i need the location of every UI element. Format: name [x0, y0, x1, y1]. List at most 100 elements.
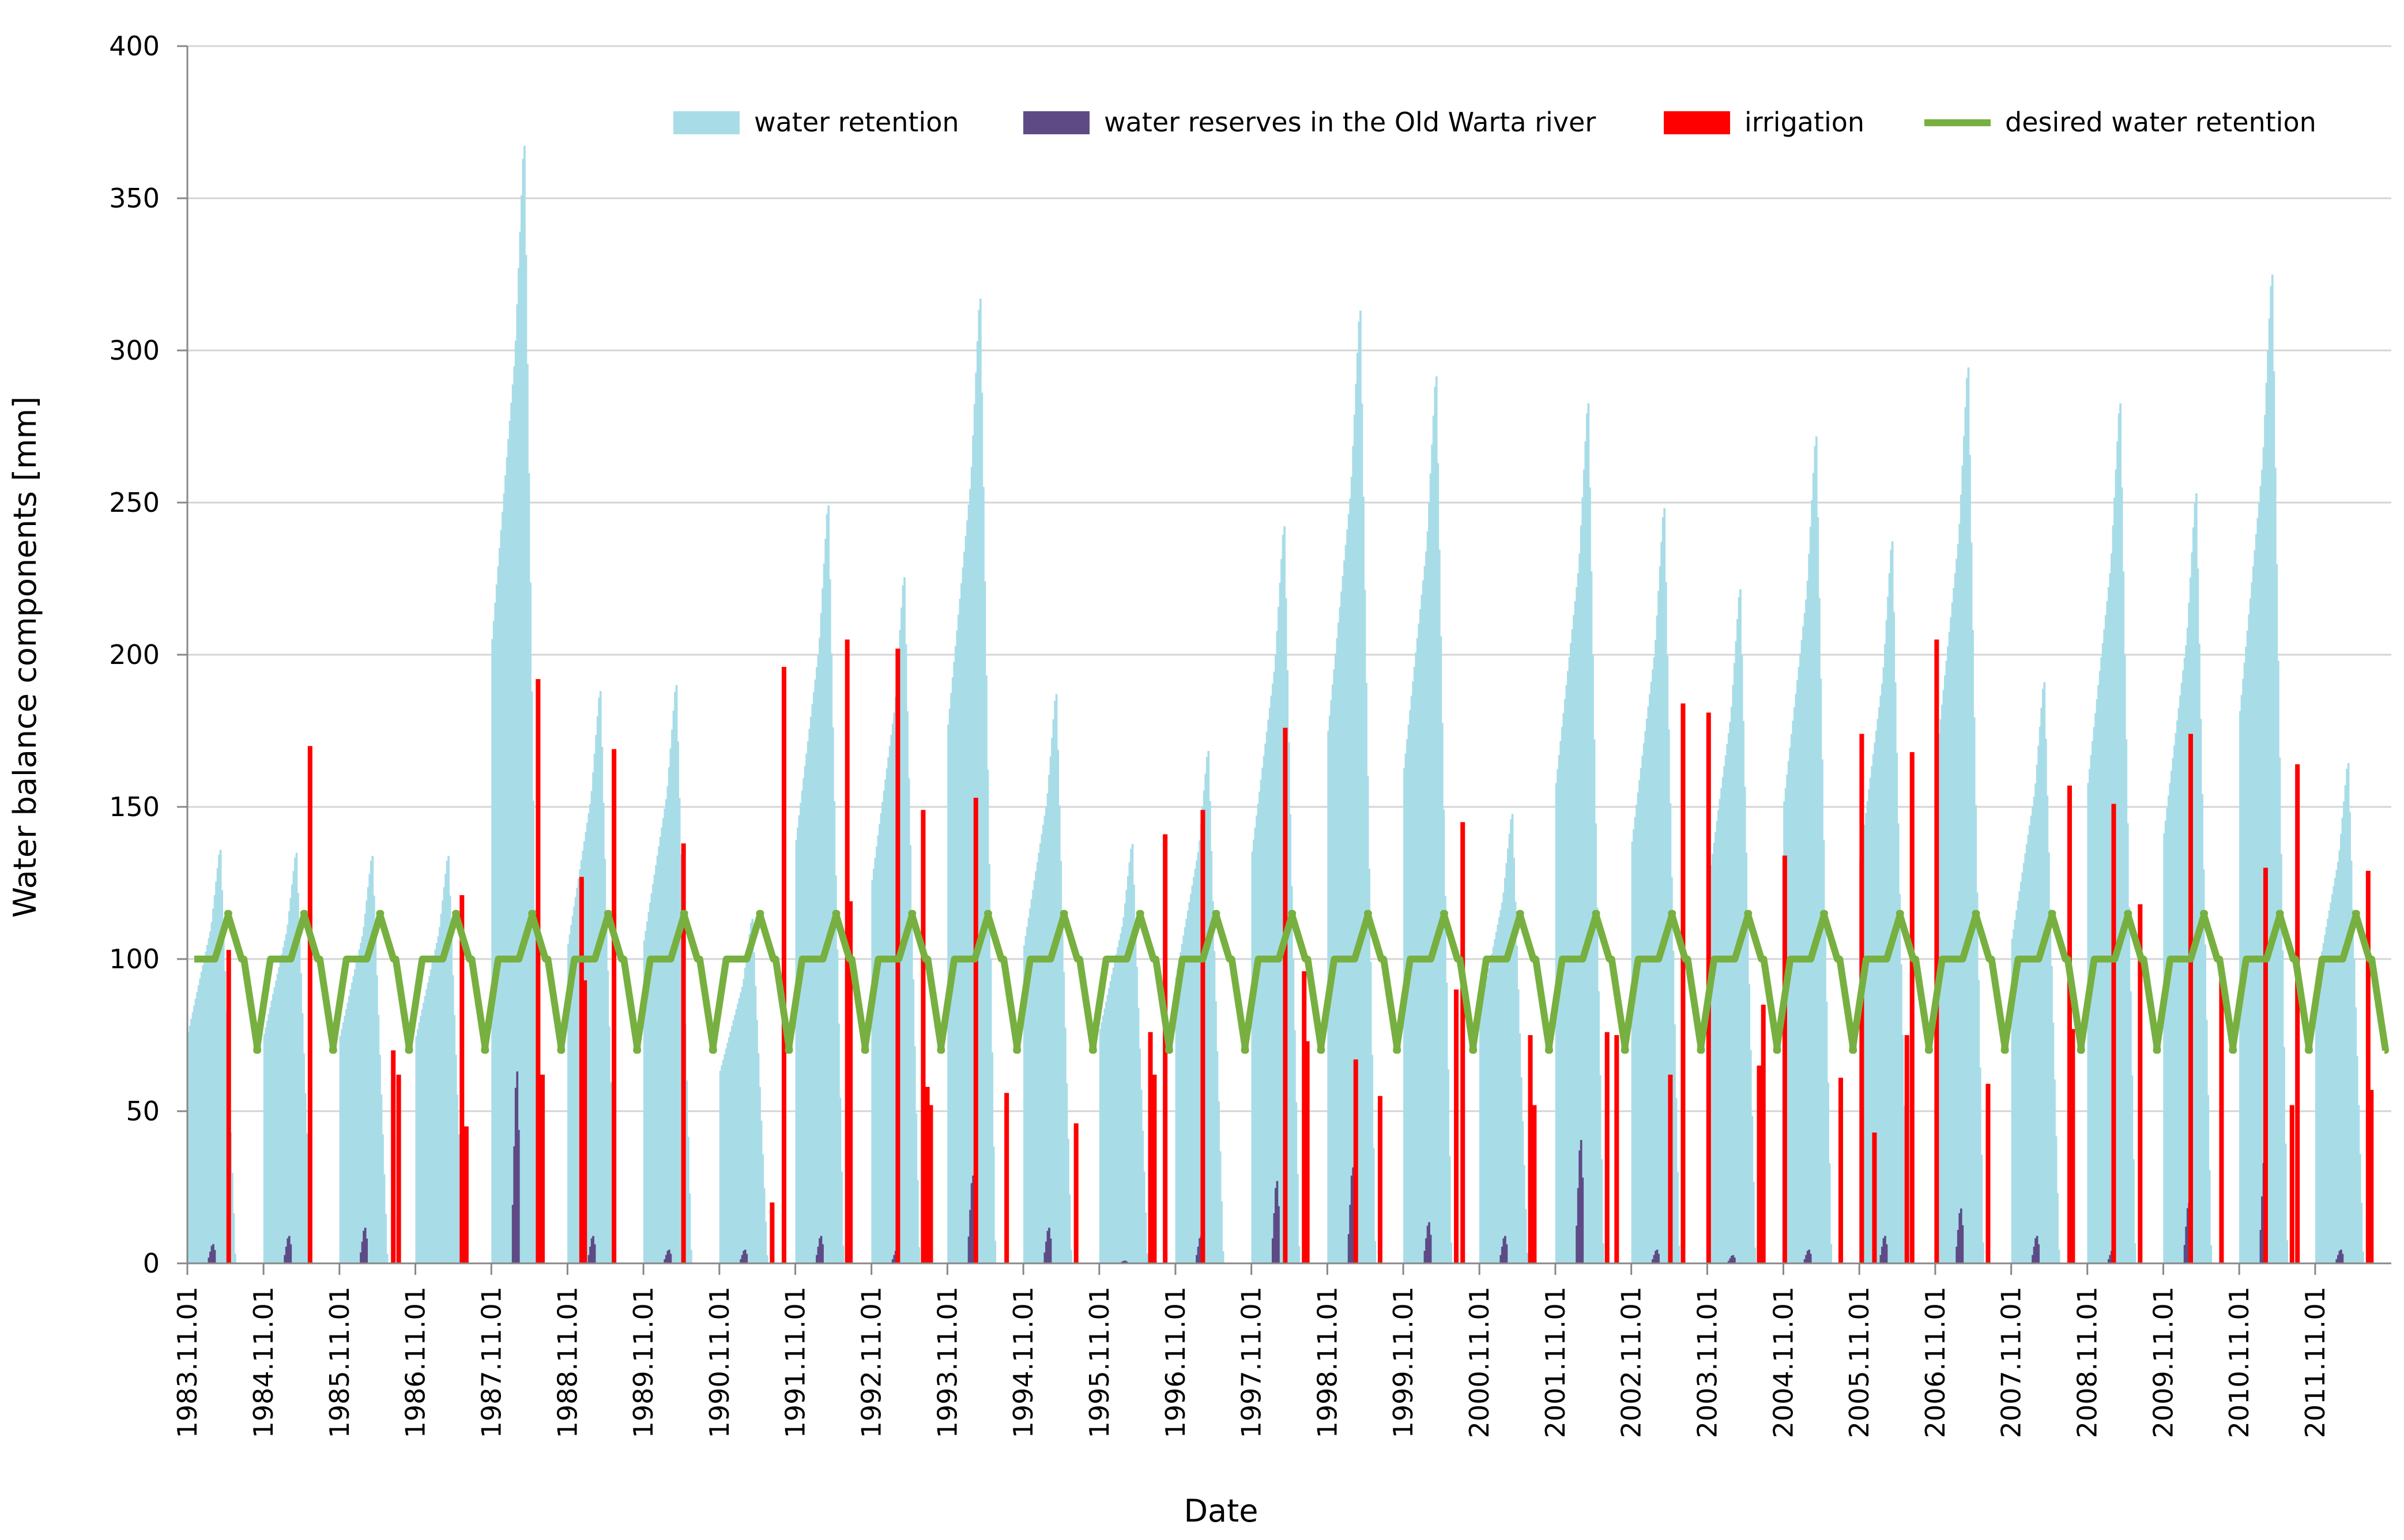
- water-retention-bar: [208, 938, 210, 1263]
- x-tick-label: 2005.11.01: [1844, 1286, 1875, 1438]
- water-retention-bar: [656, 855, 659, 1263]
- water-reserves-bar: [2107, 1259, 2110, 1263]
- water-reserves-bar: [970, 1183, 973, 1263]
- water-retention-bar: [1448, 1156, 1451, 1263]
- water-retention-bar: [1128, 862, 1131, 1263]
- water-reserves-bar: [1577, 1188, 1580, 1263]
- water-retention-bar: [1717, 810, 1720, 1263]
- water-retention-bar: [1874, 742, 1877, 1263]
- water-reserves-bar: [1732, 1255, 1735, 1263]
- water-retention-bar: [2335, 870, 2338, 1263]
- water-retention-bar: [511, 384, 514, 1263]
- water-retention-bar: [1038, 852, 1041, 1263]
- water-retention-bar: [1953, 588, 1955, 1263]
- water-retention-bar: [272, 994, 274, 1263]
- water-reserves-bar: [1655, 1251, 1657, 1263]
- water-retention-bar: [2194, 502, 2196, 1264]
- water-retention-bar: [1901, 1035, 1904, 1263]
- water-retention-bar: [738, 998, 741, 1263]
- water-retention-bar: [571, 915, 574, 1263]
- water-reserves-bar: [1580, 1139, 1582, 1263]
- water-retention-bar: [2280, 854, 2282, 1263]
- water-retention-bar: [2277, 660, 2279, 1263]
- water-reserves-bar: [1960, 1208, 1962, 1263]
- water-retention-bar: [1482, 998, 1484, 1263]
- water-retention-bar: [216, 868, 219, 1263]
- irrigation-bar: [781, 667, 786, 1263]
- water-retention-bar: [492, 621, 495, 1263]
- water-retention-bar: [2024, 853, 2027, 1263]
- water-retention-bar: [2131, 1075, 2134, 1263]
- water-reserves-bar: [593, 1244, 596, 1263]
- water-retention-bar: [963, 552, 966, 1263]
- water-retention-bar: [1070, 1250, 1072, 1263]
- water-retention-bar: [342, 1022, 345, 1263]
- water-retention-bar: [680, 854, 683, 1263]
- water-reserves-bar: [743, 1251, 745, 1263]
- water-retention-bar: [1740, 655, 1743, 1263]
- water-retention-bar: [1297, 1174, 1299, 1263]
- water-retention-bar: [1975, 805, 1977, 1263]
- water-retention-bar: [1724, 755, 1727, 1263]
- water-retention-bar: [1595, 823, 1597, 1263]
- water-reserves-bar: [513, 1146, 516, 1263]
- water-retention-bar: [1362, 496, 1365, 1263]
- water-reserves-bar: [1808, 1250, 1811, 1263]
- water-retention-bar: [2173, 745, 2176, 1263]
- water-reserves-bar: [1499, 1255, 1502, 1263]
- water-retention-bar: [1263, 756, 1265, 1263]
- x-tick-label: 1995.11.01: [1084, 1286, 1115, 1438]
- water-retention-bar: [2346, 768, 2348, 1263]
- water-retention-bar: [2256, 518, 2259, 1264]
- water-retention-bars: [187, 145, 2364, 1264]
- water-retention-bar: [1139, 1048, 1141, 1263]
- water-reserves-bar: [592, 1236, 594, 1263]
- water-retention-bar: [1597, 991, 1600, 1263]
- water-retention-bar: [215, 881, 217, 1263]
- irrigation-bar: [307, 746, 312, 1263]
- water-reserves-bar: [1124, 1260, 1126, 1263]
- irrigation-bar: [1305, 1041, 1310, 1263]
- water-retention-bar: [1636, 805, 1638, 1263]
- water-reserves-bar: [1271, 1238, 1274, 1263]
- irrigation-bar: [459, 895, 465, 1263]
- water-retention-bar: [429, 969, 432, 1263]
- water-retention-bar: [1060, 860, 1062, 1263]
- water-retention-bar: [872, 869, 875, 1263]
- water-reserves-bar: [2261, 1196, 2263, 1263]
- water-retention-bar: [457, 1134, 460, 1263]
- water-retention-bar: [1580, 525, 1582, 1263]
- water-retention-bar: [2169, 783, 2172, 1263]
- water-retention-bar: [884, 779, 887, 1263]
- water-retention-bar: [1144, 1212, 1147, 1263]
- water-retention-bar: [1739, 589, 1742, 1264]
- water-retention-bar: [834, 875, 837, 1263]
- irrigation-bar: [536, 679, 541, 1263]
- water-retention-bar: [2037, 745, 2040, 1263]
- water-retention-bar: [1220, 1201, 1223, 1263]
- water-retention-bar: [2341, 817, 2344, 1263]
- water-retention-bar: [494, 602, 497, 1263]
- water-reserves-bar: [589, 1246, 591, 1263]
- water-retention-bar: [449, 896, 451, 1263]
- water-retention-bar: [2265, 383, 2268, 1263]
- water-retention-bar: [415, 1036, 418, 1263]
- water-retention-bar: [2353, 958, 2356, 1263]
- water-retention-bar: [295, 852, 298, 1263]
- water-retention-bar: [1441, 723, 1444, 1263]
- water-retention-bar: [1508, 833, 1511, 1263]
- water-retention-bar: [2177, 708, 2180, 1263]
- x-tick-label: 1986.11.01: [400, 1286, 431, 1438]
- water-retention-bar: [1051, 738, 1053, 1263]
- water-retention-bar: [1903, 1105, 1905, 1263]
- water-retention-bar: [442, 900, 444, 1263]
- water-retention-bar: [1868, 789, 1870, 1263]
- water-retention-bar: [1042, 825, 1045, 1263]
- water-retention-bar: [2321, 951, 2323, 1263]
- water-retention-bar: [1369, 961, 1372, 1263]
- water-reserves-bar: [1657, 1254, 1660, 1263]
- water-retention-bar: [1825, 1002, 1828, 1263]
- water-retention-bar: [1973, 717, 1976, 1263]
- water-retention-bar: [213, 895, 216, 1263]
- water-retention-bar: [1789, 748, 1792, 1263]
